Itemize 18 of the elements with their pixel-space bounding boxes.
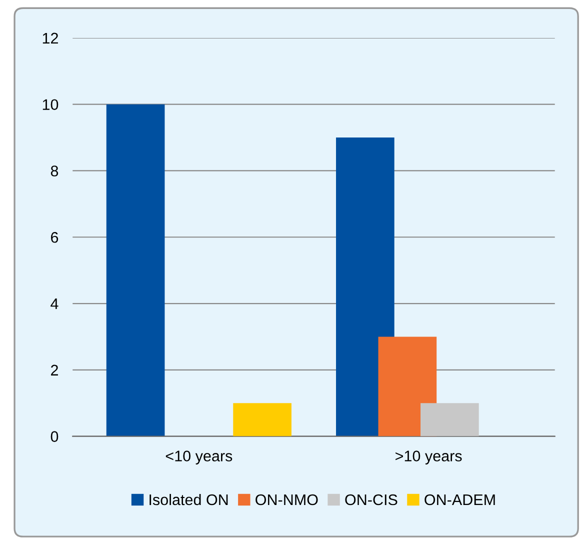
- y-tick-label: 2: [51, 364, 58, 376]
- bar: [106, 104, 165, 436]
- y-tick-label: 4: [50, 298, 58, 310]
- bar: [378, 336, 437, 436]
- x-tick-label: <10 years: [166, 450, 232, 464]
- y-tick-label: 6: [51, 232, 58, 243]
- bar: [233, 403, 292, 436]
- bar: [336, 138, 394, 436]
- legend-label: ON-NMO: [256, 494, 318, 506]
- y-tick-label: 8: [50, 166, 58, 176]
- legend-label: ON-ADEM: [424, 494, 495, 506]
- bar: [420, 403, 479, 436]
- y-tick-label: 12: [42, 32, 58, 44]
- x-tick-label: >10 years: [396, 450, 462, 464]
- legend-label: ON-CIS: [345, 494, 398, 506]
- legend-label: Isolated ON: [150, 494, 228, 506]
- y-tick-label: 0: [50, 431, 58, 442]
- y-tick-label: 10: [42, 99, 58, 110]
